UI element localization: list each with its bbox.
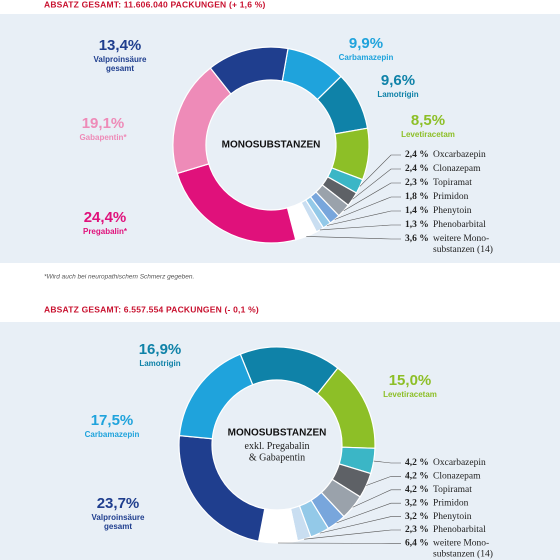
category-label: weitere Mono-substanzen (14) <box>433 234 493 255</box>
value-label: 2,4 % <box>405 150 429 160</box>
leader-line <box>319 224 401 231</box>
category-label: Primidon <box>433 498 469 508</box>
category-label: Carbamazepin <box>85 430 140 439</box>
category-label: Valproinsäure gesamt <box>94 55 147 73</box>
category-label: Oxcarbazepin <box>433 458 486 468</box>
leader-line <box>343 182 401 211</box>
category-label: Gabapentin* <box>79 133 127 142</box>
leader-line <box>359 154 401 187</box>
category-label: Pregabalin* <box>83 227 128 236</box>
leader-line <box>336 502 401 524</box>
value-label: 2,4 % <box>405 164 429 174</box>
category-label: Phenobarbital <box>433 525 486 535</box>
category-label: Topiramat <box>433 485 472 495</box>
value-label: 1,4 % <box>405 206 429 216</box>
value-label: 3,6 % <box>405 234 429 244</box>
value-label: 4,2 % <box>405 485 429 495</box>
center-title: MONOSUBSTANZEN <box>228 428 327 439</box>
category-label: Lamotrigin <box>139 359 180 368</box>
leader-line <box>306 236 401 240</box>
leader-line <box>326 210 401 226</box>
value-label: 2,3 % <box>405 525 429 535</box>
value-label: 4,2 % <box>405 472 429 482</box>
category-label: Carbamazepin <box>339 53 394 62</box>
leader-line <box>366 476 401 486</box>
category-label: Levetiracetam <box>383 390 437 399</box>
category-label: Oxcarbazepin <box>433 150 486 160</box>
chart-title: ABSATZ GESAMT: 6.557.554 PACKUNGEN (- 0,… <box>44 304 259 314</box>
category-label: Levetiracetam <box>401 130 455 139</box>
category-label: Primidon <box>433 192 469 202</box>
leader-line <box>319 516 401 534</box>
category-label: Phenytoin <box>433 512 472 522</box>
category-label: weitere Mono-substanzen (14) <box>433 539 493 560</box>
donut-segment <box>209 46 289 95</box>
donut-segment <box>178 353 254 440</box>
category-label: Clonazepam <box>433 472 481 482</box>
leader-line <box>373 460 401 464</box>
leader-line <box>304 529 401 540</box>
category-label: Topiramat <box>433 178 472 188</box>
leader-line <box>334 196 401 220</box>
leader-line <box>352 168 401 200</box>
chart-title: ABSATZ GESAMT: 11.606.040 PACKUNGEN (+ 1… <box>44 0 265 9</box>
value-label: 3,2 % <box>405 498 429 508</box>
category-label: Lamotrigin <box>377 90 418 99</box>
footnote: *Wird auch bei neuropathischem Schmerz g… <box>44 274 194 281</box>
value-label: 2,3 % <box>405 178 429 188</box>
category-label: Valproinsäure gesamt <box>92 513 145 531</box>
center-title: MONOSUBSTANZEN <box>222 140 321 151</box>
value-label: 15,0% <box>389 372 432 389</box>
value-label: 3,2 % <box>405 512 429 522</box>
value-label: 23,7% <box>97 495 140 512</box>
value-label: 9,6% <box>381 72 415 89</box>
value-label: 19,1% <box>82 115 125 132</box>
value-label: 6,4 % <box>405 539 429 549</box>
value-label: 4,2 % <box>405 458 429 468</box>
value-label: 8,5% <box>411 112 445 129</box>
value-label: 17,5% <box>91 412 134 429</box>
value-label: 13,4% <box>99 37 142 54</box>
category-label: Clonazepam <box>433 164 481 174</box>
category-label: Phenytoin <box>433 206 472 216</box>
value-label: 1,8 % <box>405 192 429 202</box>
value-label: 24,4% <box>84 209 127 226</box>
value-label: 16,9% <box>139 341 182 358</box>
value-label: 9,9% <box>349 35 383 52</box>
center-subtitle: exkl. Pregabalin & Gabapentin <box>245 441 310 464</box>
leader-line <box>352 489 401 508</box>
category-label: Phenobarbital <box>433 220 486 230</box>
value-label: 1,3 % <box>405 220 429 230</box>
